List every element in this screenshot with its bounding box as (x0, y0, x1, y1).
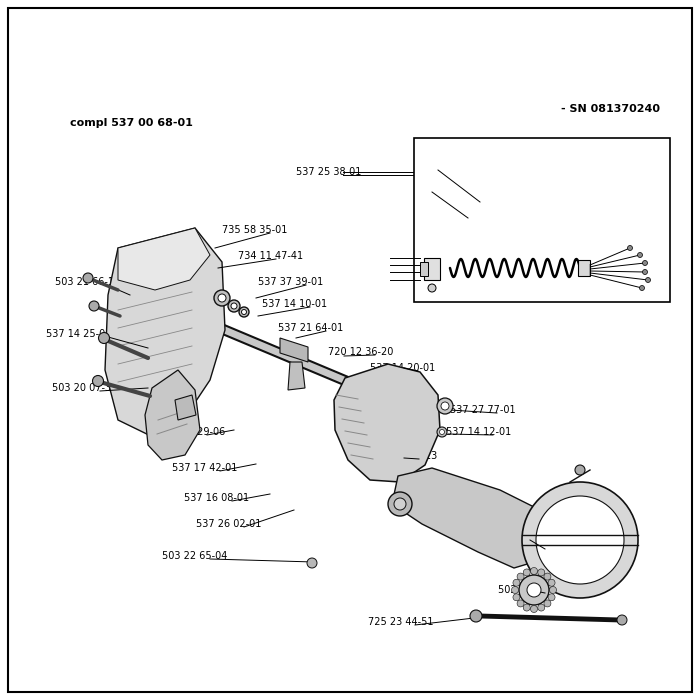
Circle shape (388, 492, 412, 516)
Circle shape (627, 246, 633, 251)
Text: 537 37 39-01: 537 37 39-01 (258, 277, 323, 287)
Circle shape (536, 496, 624, 584)
Circle shape (640, 286, 645, 290)
Circle shape (643, 260, 648, 265)
Circle shape (544, 573, 551, 580)
Text: 735 58 35-01: 735 58 35-01 (222, 225, 288, 235)
Circle shape (522, 482, 638, 598)
Circle shape (394, 498, 406, 510)
Text: 725 23 44-51: 725 23 44-51 (368, 617, 433, 627)
Text: 537 14 25-01: 537 14 25-01 (46, 329, 111, 339)
Circle shape (214, 290, 230, 306)
Circle shape (523, 604, 530, 611)
Polygon shape (175, 395, 196, 420)
Circle shape (437, 427, 447, 437)
Text: 734 11 47-41: 734 11 47-41 (238, 251, 303, 261)
Text: 537 21 64-01: 537 21 64-01 (278, 323, 343, 333)
Text: 537 27 77-01: 537 27 77-01 (450, 405, 516, 415)
Text: 502 20 40-01: 502 20 40-01 (498, 585, 564, 595)
Circle shape (512, 587, 519, 594)
Polygon shape (105, 228, 225, 438)
Circle shape (307, 558, 317, 568)
Circle shape (531, 606, 538, 612)
Polygon shape (288, 362, 305, 390)
Circle shape (437, 398, 453, 414)
Text: 537 22 63-01: 537 22 63-01 (438, 165, 503, 175)
Circle shape (441, 402, 449, 410)
Polygon shape (118, 228, 210, 290)
Circle shape (513, 579, 520, 586)
Polygon shape (280, 338, 308, 362)
Text: - SN 081370240: - SN 081370240 (561, 104, 660, 114)
Text: compl 537 00 68-01: compl 537 00 68-01 (70, 118, 193, 128)
Circle shape (470, 610, 482, 622)
Circle shape (544, 600, 551, 607)
Circle shape (538, 569, 545, 576)
Bar (414, 138, 670, 302)
Circle shape (239, 307, 249, 317)
Circle shape (550, 587, 556, 594)
Polygon shape (145, 370, 200, 460)
Circle shape (440, 430, 444, 435)
Text: 503 21 29-06: 503 21 29-06 (160, 427, 225, 437)
Circle shape (89, 301, 99, 311)
Circle shape (531, 568, 538, 575)
Circle shape (538, 604, 545, 611)
Text: 503 20 07-35: 503 20 07-35 (52, 383, 118, 393)
Text: 537 22 62-01: 537 22 62-01 (432, 187, 498, 197)
Circle shape (513, 594, 520, 601)
Circle shape (517, 573, 524, 580)
Circle shape (548, 594, 555, 601)
Text: 537 16 08-01: 537 16 08-01 (184, 493, 249, 503)
Text: 720 12 36-20: 720 12 36-20 (328, 347, 393, 357)
Text: 537 14 12-01: 537 14 12-01 (446, 427, 511, 437)
Polygon shape (392, 468, 550, 568)
Circle shape (428, 284, 436, 292)
Text: 537 17 42-01: 537 17 42-01 (172, 463, 237, 473)
Circle shape (241, 309, 246, 314)
Bar (578, 260, 590, 276)
Text: 537 25 38-01: 537 25 38-01 (296, 167, 361, 177)
Text: 503 22 10-13: 503 22 10-13 (372, 451, 438, 461)
Circle shape (519, 575, 549, 605)
Text: 537 26 02-01: 537 26 02-01 (196, 519, 261, 529)
Circle shape (92, 375, 104, 386)
Circle shape (228, 300, 240, 312)
Polygon shape (334, 364, 440, 482)
Circle shape (83, 273, 93, 283)
Text: 537 26 03-01: 537 26 03-01 (498, 541, 564, 551)
Bar (424, 258, 440, 280)
Text: 503 21 66-18 (x2): 503 21 66-18 (x2) (55, 277, 143, 287)
Bar (420, 262, 428, 276)
Circle shape (643, 270, 648, 274)
Text: 537 14 10-01: 537 14 10-01 (262, 299, 327, 309)
Circle shape (527, 583, 541, 597)
Circle shape (575, 465, 585, 475)
Circle shape (517, 600, 524, 607)
Text: 503 22 65-04: 503 22 65-04 (162, 551, 228, 561)
Circle shape (617, 615, 627, 625)
Circle shape (548, 579, 555, 586)
Circle shape (218, 294, 226, 302)
Circle shape (645, 277, 650, 283)
Circle shape (231, 303, 237, 309)
Circle shape (638, 253, 643, 258)
Text: 537 14 20-01: 537 14 20-01 (370, 363, 435, 373)
Circle shape (523, 569, 530, 576)
Circle shape (99, 332, 109, 344)
